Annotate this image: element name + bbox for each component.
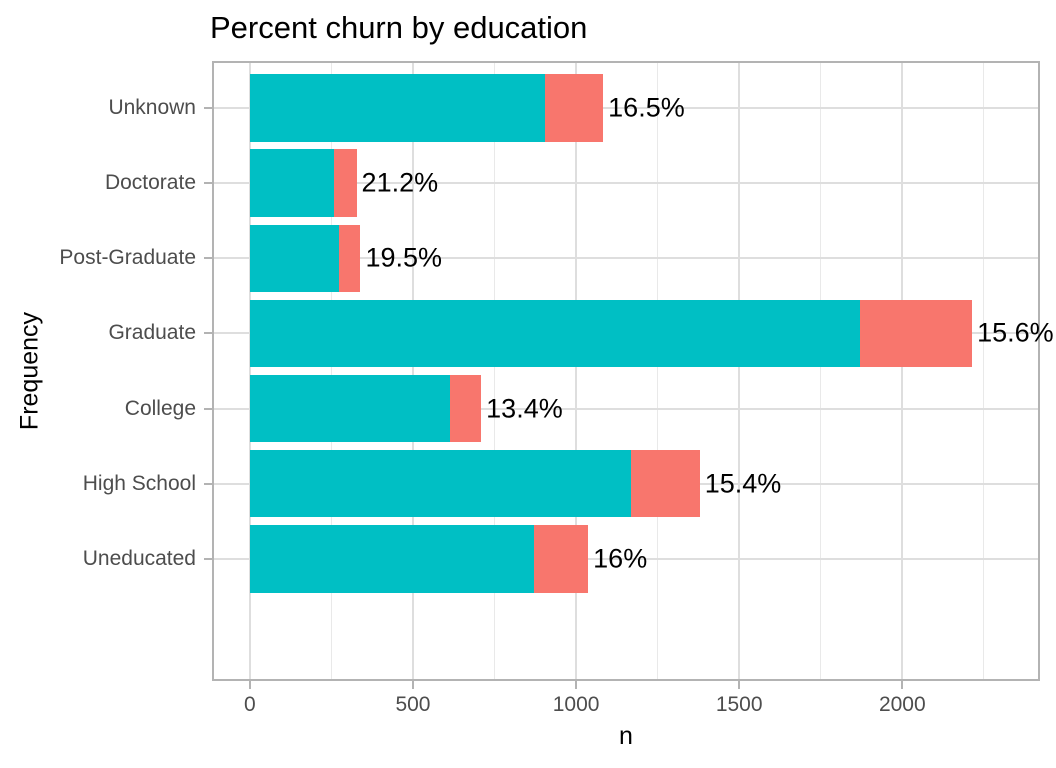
x-tick-label-500: 500 xyxy=(395,693,431,716)
y-tick-label-post-graduate: Post-Graduate xyxy=(59,246,196,270)
bar-label-college: 13.4% xyxy=(486,393,563,424)
y-tick-label-unknown: Unknown xyxy=(108,96,196,120)
y-tick-doctorate xyxy=(204,182,212,185)
x-tick-1000 xyxy=(575,681,578,689)
bar-churned-high-school xyxy=(630,449,700,518)
y-tick-label-college: College xyxy=(124,396,196,420)
y-tick-graduate xyxy=(204,332,212,335)
x-axis-title: n xyxy=(619,722,633,750)
y-tick-uneducated xyxy=(204,557,212,560)
y-tick-label-doctorate: Doctorate xyxy=(104,171,196,195)
x-tick-label-1000: 1000 xyxy=(552,693,600,716)
bar-churned-graduate xyxy=(859,299,973,368)
gridline-major-0 xyxy=(248,63,251,679)
bar-label-post-graduate: 19.5% xyxy=(365,242,443,273)
bar-retained-graduate xyxy=(249,299,860,368)
gridline-row-uneducated xyxy=(214,557,1038,560)
plot-title: Percent churn by education xyxy=(210,10,588,45)
gridline-minor-2250 xyxy=(983,63,985,679)
y-tick-label-uneducated: Uneducated xyxy=(82,546,196,570)
gridline-major-2000 xyxy=(901,63,904,679)
x-tick-1500 xyxy=(738,681,741,689)
gridline-row-unknown xyxy=(214,107,1038,110)
bar-churned-doctorate xyxy=(334,149,357,217)
y-tick-post-graduate xyxy=(204,257,212,260)
gridline-major-1500 xyxy=(738,63,741,679)
x-tick-2000 xyxy=(901,681,904,689)
x-tick-label-2000: 2000 xyxy=(878,693,926,716)
gridline-minor-1250 xyxy=(657,63,659,679)
y-tick-label-high-school: High School xyxy=(82,471,196,495)
bar-label-uneducated: 16% xyxy=(593,543,648,574)
y-tick-unknown xyxy=(204,107,212,110)
bar-label-doctorate: 21.2% xyxy=(361,167,439,198)
bar-retained-post-graduate xyxy=(249,224,339,293)
y-tick-college xyxy=(204,407,212,410)
bar-churned-unknown xyxy=(544,74,604,142)
gridline-major-1000 xyxy=(575,63,578,679)
bar-retained-uneducated xyxy=(249,525,534,593)
gridline-minor-250 xyxy=(330,63,332,679)
bar-churned-post-graduate xyxy=(338,224,361,293)
gridline-row-doctorate xyxy=(214,182,1038,185)
gridline-row-post-graduate xyxy=(214,257,1038,260)
gridline-row-college xyxy=(214,407,1038,410)
plot-panel: 16.5% 21.2% 19.5% 15.6% 13.4% 15.4% 16% xyxy=(212,61,1054,681)
bar-churned-college xyxy=(450,374,482,443)
bar-churned-uneducated xyxy=(534,525,589,593)
y-axis-title: Frequency xyxy=(15,311,44,431)
bar-label-high-school: 15.4% xyxy=(704,468,782,499)
y-tick-high-school xyxy=(204,482,212,485)
bar-retained-college xyxy=(249,374,451,443)
bar-retained-doctorate xyxy=(249,149,335,217)
bar-retained-unknown xyxy=(249,74,545,142)
x-tick-label-1500: 1500 xyxy=(715,693,763,716)
gridline-major-500 xyxy=(411,63,414,679)
gridline-minor-750 xyxy=(494,63,496,679)
x-tick-label-0: 0 xyxy=(244,693,256,716)
x-tick-0 xyxy=(248,681,251,689)
y-tick-label-graduate: Graduate xyxy=(108,321,196,345)
bar-retained-high-school xyxy=(249,449,631,518)
gridline-minor-1750 xyxy=(820,63,822,679)
x-tick-500 xyxy=(411,681,414,689)
bar-label-unknown: 16.5% xyxy=(608,92,685,123)
bar-label-graduate: 15.6% xyxy=(977,317,1054,348)
